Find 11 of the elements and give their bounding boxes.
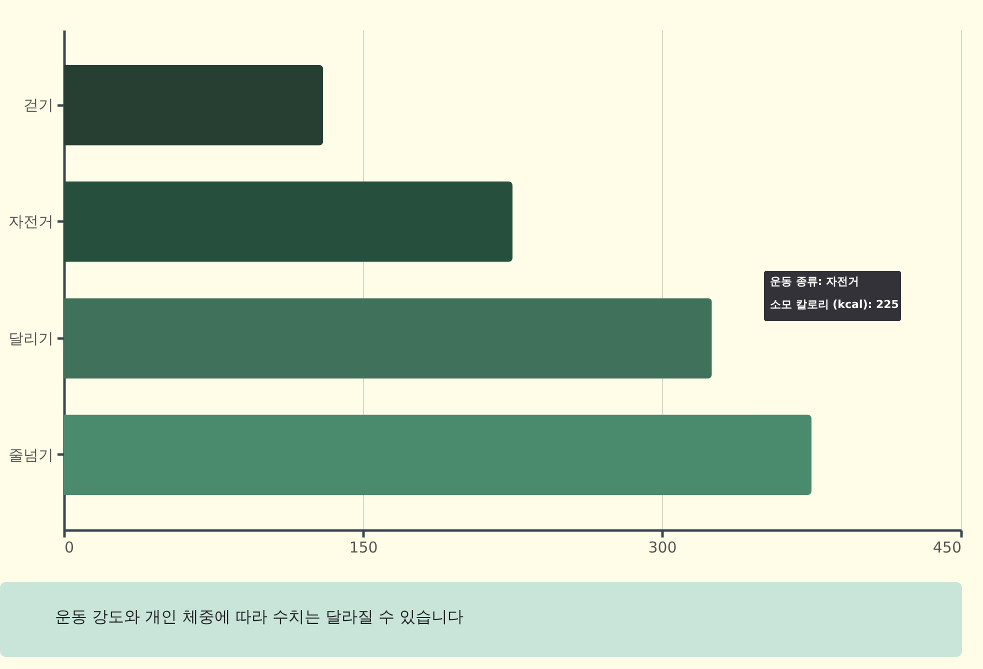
y-tick-label: 자전거 <box>8 212 54 231</box>
text: 운동 강도와 개인 체중에 따라 수치는 달라질 수 있습니다 <box>55 607 464 626</box>
y-tick-label: 달리기 <box>8 329 54 348</box>
annotation: 운동 종류: 자전거 <box>770 275 860 288</box>
annotation: 소모 칼로리 (kcal): 225 <box>770 298 899 311</box>
x-tick-label: 0 <box>64 538 74 556</box>
x-tick-label: 300 <box>648 538 677 556</box>
x-tick-label: 150 <box>349 538 378 556</box>
y-tick-label: 걷기 <box>24 96 54 114</box>
y-tick-label: 줄넘기 <box>8 446 54 464</box>
x-tick-label: 450 <box>932 538 962 556</box>
